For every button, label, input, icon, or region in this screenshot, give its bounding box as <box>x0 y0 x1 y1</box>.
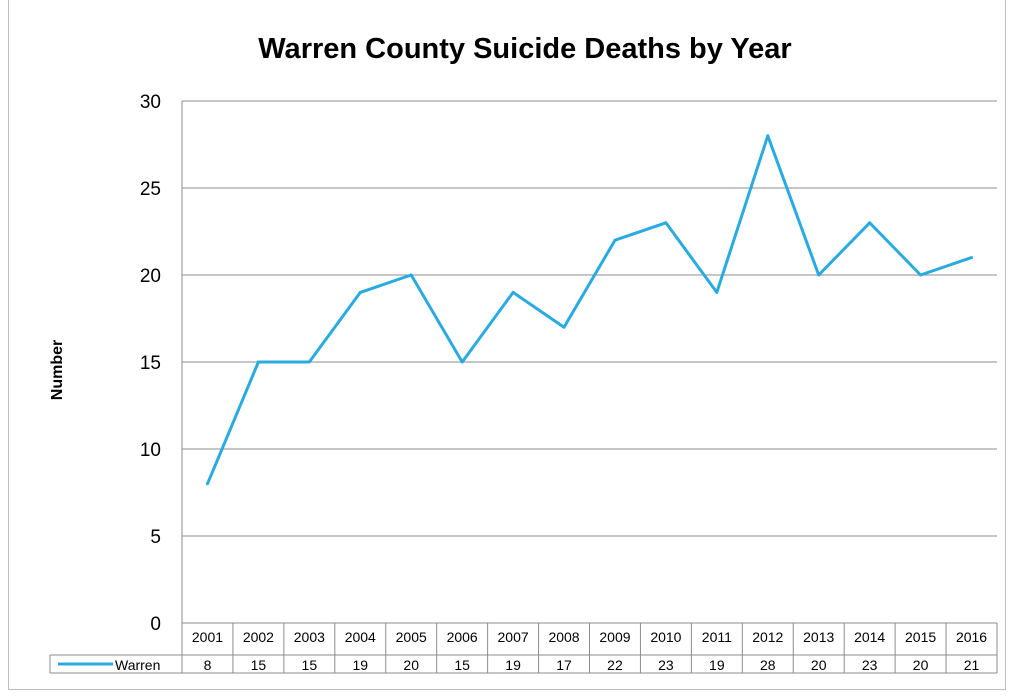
x-tick-label: 2013 <box>803 629 834 645</box>
table-value-cell: 23 <box>862 657 878 673</box>
table-value-cell: 19 <box>709 657 725 673</box>
table-value-cell: 28 <box>760 657 776 673</box>
table-value-cell: 22 <box>607 657 623 673</box>
x-tick-label: 2010 <box>650 629 681 645</box>
x-tick-label: 2002 <box>243 629 274 645</box>
data-point <box>562 325 566 329</box>
x-tick-label: 2009 <box>599 629 630 645</box>
y-tick-label: 5 <box>150 527 161 548</box>
y-axis-ticks: 0 5 10 15 20 25 30 <box>140 92 161 635</box>
x-tick-label: 2006 <box>447 629 478 645</box>
data-point <box>460 360 464 364</box>
x-tick-label: 2008 <box>548 629 579 645</box>
data-point <box>817 273 821 277</box>
series-layer <box>205 134 974 486</box>
table-value-cell: 23 <box>658 657 674 673</box>
data-point <box>919 273 923 277</box>
x-tick-label: 2004 <box>345 629 376 645</box>
gridlines <box>181 100 997 623</box>
y-tick-label: 0 <box>150 614 161 635</box>
data-point <box>511 290 515 294</box>
data-table: 2001 8 2002 15 2003 15 2004 19 2005 20 2006 15 2007 1… <box>49 622 998 674</box>
series-line-warren <box>206 134 972 485</box>
legend-label: Warren <box>115 657 160 673</box>
x-tick-label: 2011 <box>702 629 732 645</box>
table-value-cell: 15 <box>251 657 267 673</box>
chart-frame <box>8 0 1006 690</box>
table-value-cell: 15 <box>454 657 470 673</box>
data-point <box>868 221 872 225</box>
y-tick-label: 10 <box>140 440 161 461</box>
table-value-cell: 8 <box>204 657 212 673</box>
table-value-cell: 17 <box>556 657 572 673</box>
data-point <box>409 273 413 277</box>
y-tick-label: 25 <box>140 179 161 200</box>
x-tick-label: 2005 <box>396 629 427 645</box>
table-value-cell: 20 <box>913 657 929 673</box>
data-point <box>970 256 974 260</box>
y-tick-label: 15 <box>140 353 161 374</box>
y-tick-label: 20 <box>140 266 161 287</box>
data-point <box>256 360 260 364</box>
table-value-cell: 21 <box>964 657 980 673</box>
chart-title: Warren County Suicide Deaths by Year <box>258 33 791 65</box>
data-point <box>358 290 362 294</box>
table-value-cell: 20 <box>403 657 419 673</box>
data-point <box>766 134 770 138</box>
x-tick-label: 2012 <box>752 629 783 645</box>
y-tick-label: 30 <box>140 92 161 113</box>
table-value-cell: 20 <box>811 657 827 673</box>
x-tick-label: 2016 <box>956 629 987 645</box>
y-axis-label: Number <box>49 340 66 400</box>
data-point <box>715 290 719 294</box>
data-point <box>205 482 209 486</box>
x-tick-label: 2001 <box>192 629 223 645</box>
x-tick-label: 2003 <box>294 629 325 645</box>
data-point <box>307 360 311 364</box>
data-point <box>664 221 668 225</box>
table-value-cell: 19 <box>352 657 368 673</box>
x-tick-label: 2007 <box>498 629 529 645</box>
x-tick-label: 2014 <box>854 629 885 645</box>
x-tick-label: 2015 <box>905 629 936 645</box>
table-value-cell: 19 <box>505 657 521 673</box>
data-point <box>613 238 617 242</box>
table-value-cell: 15 <box>302 657 318 673</box>
